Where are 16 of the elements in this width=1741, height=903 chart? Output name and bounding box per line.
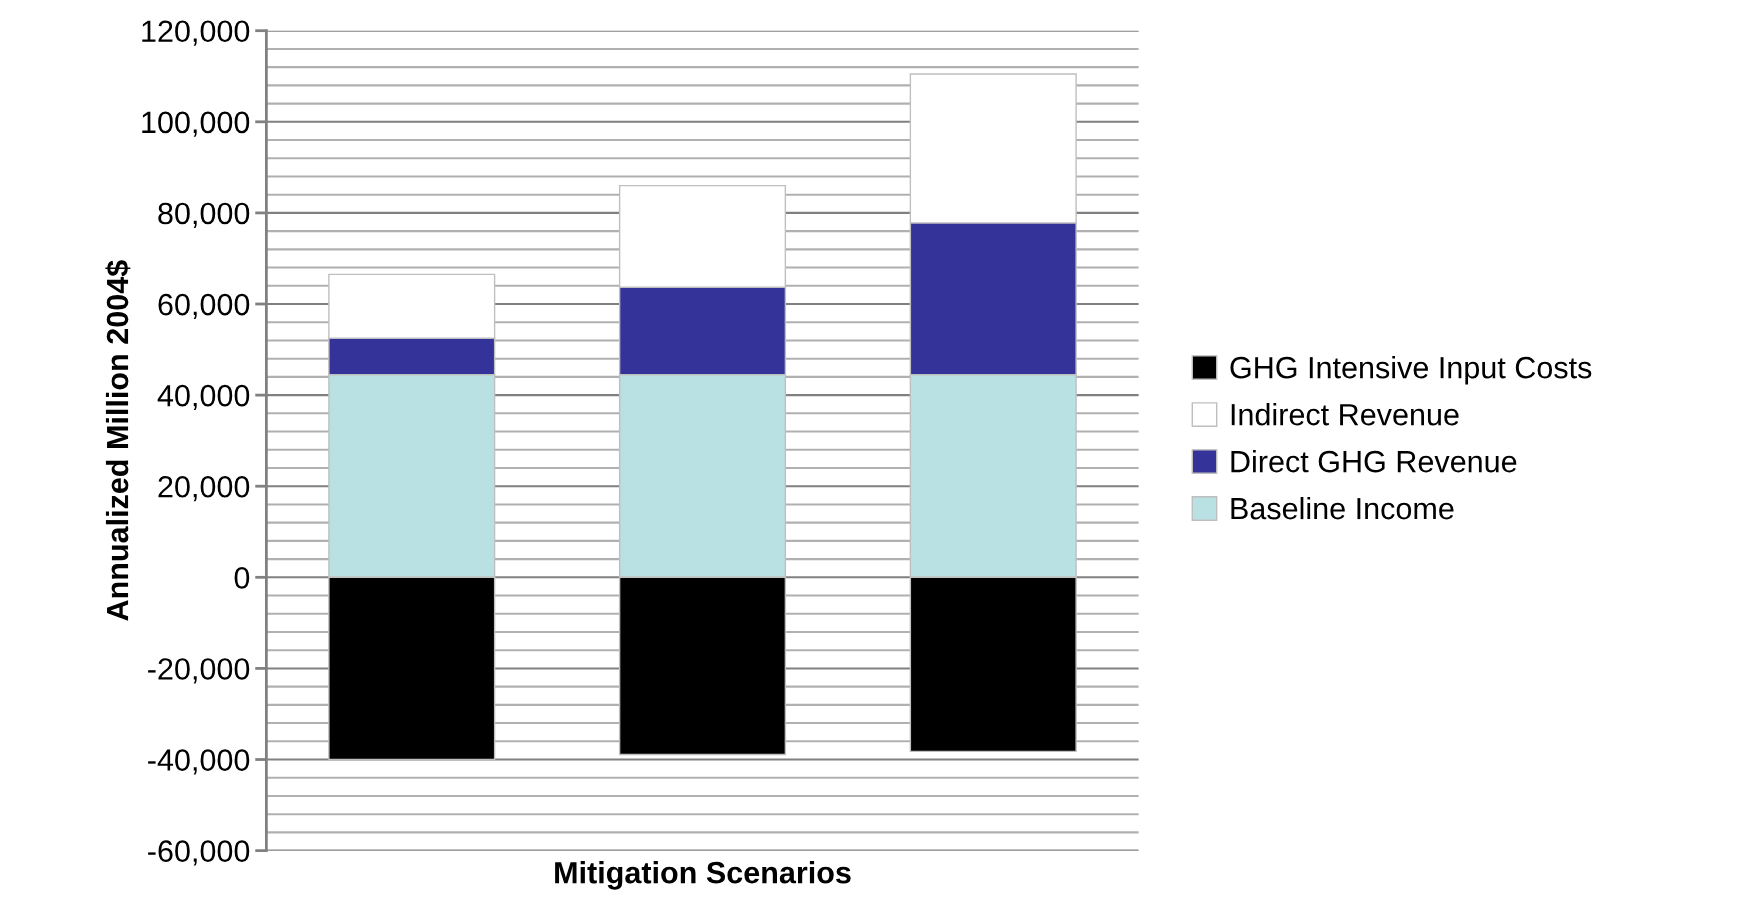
legend-label: Indirect Revenue [1231,403,1459,426]
y-tick-label: 120,000 [142,20,250,46]
y-tick-label: -60,000 [148,840,250,866]
y-tick-label: 80,000 [158,202,250,228]
y-tick-label: -20,000 [148,658,250,684]
legend-label: Direct GHG Revenue [1231,449,1517,473]
y-tick-label: 20,000 [158,475,250,502]
y-tick-label: 100,000 [142,111,250,137]
y-tick-label: 40,000 [157,384,250,411]
y-axis-title: Annualized Million 2004$ [105,260,131,621]
legend-label: Baseline Income [1231,496,1454,520]
y-tick-label: 0 [234,567,250,589]
x-axis-title: Mitigation Scenarios [555,861,851,890]
y-tick-label: 60,000 [158,293,250,319]
legend-label: GHG Intensive Input Costs [1230,356,1592,385]
y-tick-label: -40,000 [148,749,250,775]
